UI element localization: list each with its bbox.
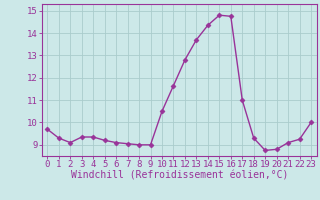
X-axis label: Windchill (Refroidissement éolien,°C): Windchill (Refroidissement éolien,°C) <box>70 171 288 181</box>
